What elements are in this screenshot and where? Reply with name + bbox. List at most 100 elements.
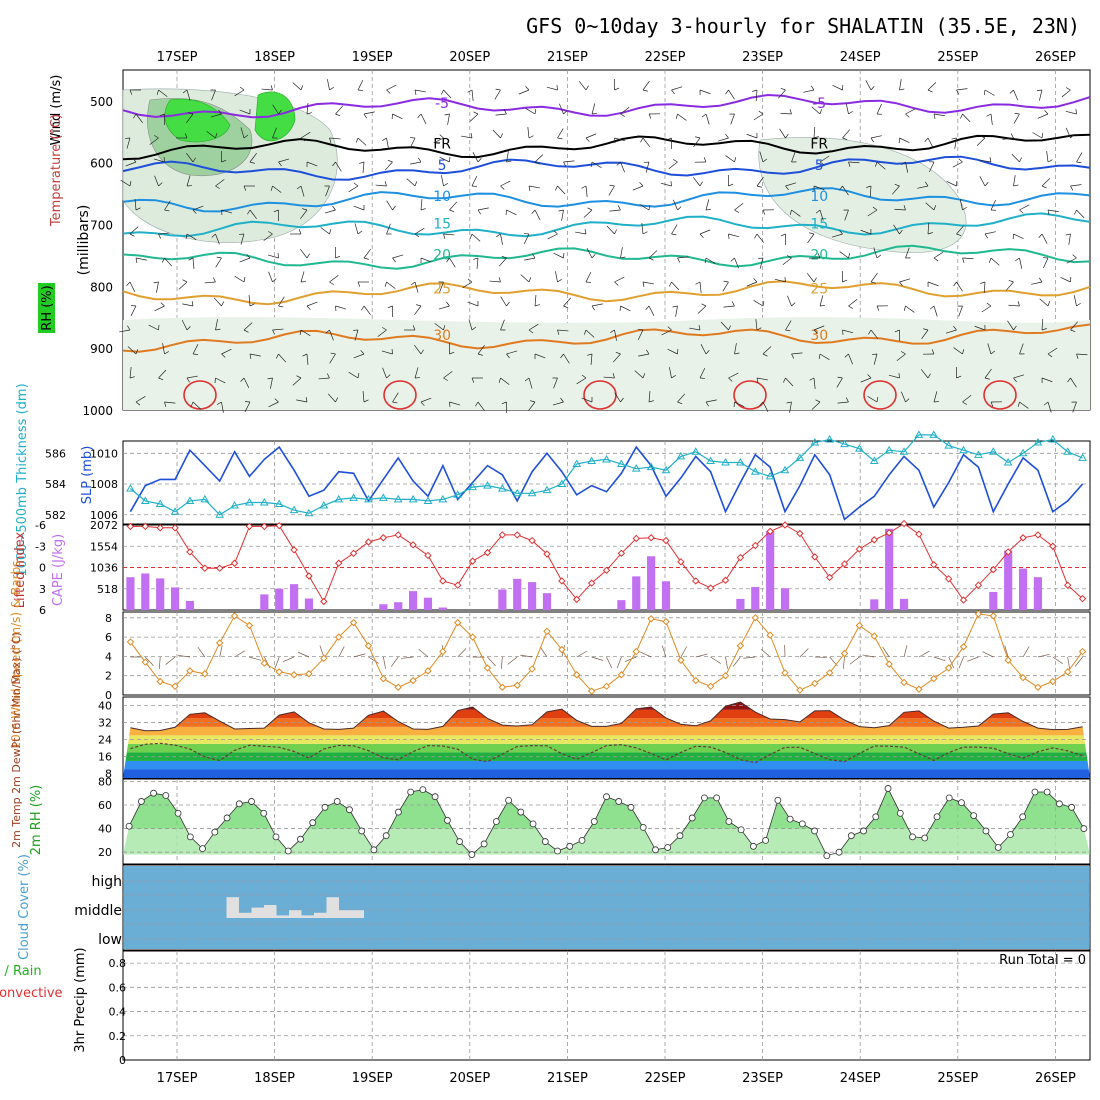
rh-point	[186, 833, 194, 841]
date-tick-bottom: 26SEP	[1035, 1071, 1076, 1086]
thickness-point	[483, 481, 492, 489]
thickness-point	[557, 479, 567, 488]
temp-tick: 16	[98, 751, 112, 764]
wind-barb	[134, 199, 137, 211]
wind-barb-flag	[899, 88, 905, 91]
wind-barb-flag	[420, 208, 426, 211]
wind-barb-flag	[780, 87, 786, 91]
wind-barb	[392, 113, 403, 120]
wind-barb-flag	[418, 157, 422, 163]
wind-barb	[443, 233, 455, 236]
wind-barb	[243, 377, 250, 389]
wind-barb	[520, 654, 533, 658]
wind-barb	[645, 161, 650, 173]
temp-contour-label: 25	[433, 282, 451, 298]
wind-barb	[920, 369, 929, 379]
wind-barb-flag	[815, 209, 821, 214]
wind-barb-flag	[587, 353, 593, 356]
wind-barb	[693, 137, 701, 148]
wind-barb	[844, 209, 849, 221]
wind-barb-flag	[563, 161, 567, 167]
thickness-point	[245, 497, 254, 506]
wind-tick: 0	[105, 689, 112, 702]
wind-barb-flag	[837, 376, 843, 379]
wind-barb	[563, 297, 572, 307]
wind-barb-flag	[477, 158, 482, 163]
cloud-bar	[301, 915, 314, 918]
wind-barb	[959, 199, 963, 211]
wind-barb-flag	[587, 207, 593, 211]
wind-barb-flag	[441, 89, 444, 95]
wind-barb-flag	[581, 374, 587, 379]
wind-barb-flag	[273, 209, 279, 213]
wind-barb	[557, 185, 566, 195]
lifted-point	[275, 522, 283, 530]
wind-barb-flag	[133, 113, 137, 119]
wind-barb	[120, 179, 131, 187]
wind-barb	[353, 205, 365, 211]
wind-speed-point	[944, 664, 953, 672]
wind-barb	[705, 113, 710, 125]
wind-barb	[1072, 401, 1077, 413]
wind-speed-point	[781, 669, 789, 677]
thickness-panel	[122, 430, 1091, 525]
thickness-point	[497, 484, 507, 492]
wind-barb-flag	[899, 229, 903, 235]
wind-barb	[848, 298, 858, 307]
thickness-tick: 584	[45, 478, 66, 491]
wind-barb	[1073, 295, 1077, 307]
wind-barb-flag	[329, 281, 334, 285]
thickness-point	[393, 494, 403, 503]
wind-barb	[414, 281, 419, 293]
cloud-axis-label: Cloud Cover (%)	[17, 854, 32, 960]
wind-barb	[836, 377, 843, 388]
rh-point	[909, 833, 916, 841]
wind-barb-flag	[762, 301, 765, 307]
cape-bar	[170, 587, 180, 610]
wind-barb-flag	[300, 137, 306, 142]
wind-label: Wind (m/s)	[49, 75, 64, 146]
wind-speed-point	[840, 649, 849, 658]
thickness-point	[364, 494, 373, 503]
wind-barb	[869, 185, 872, 197]
wind-barb-flag	[616, 161, 621, 166]
rh-point	[517, 808, 525, 816]
wind-speed-point	[468, 633, 477, 641]
lifted-point	[439, 577, 447, 585]
wind-barb-flag	[135, 207, 141, 211]
lifted-point	[498, 531, 507, 539]
wind-speed-point	[454, 618, 462, 627]
wind-barb-flag	[585, 137, 590, 142]
date-tick-top: 25SEP	[937, 50, 978, 65]
wind-barb-flag	[639, 182, 644, 187]
wind-barb	[848, 161, 860, 164]
wind-barb	[320, 227, 330, 235]
wind-barb	[1047, 209, 1059, 213]
wind-barb	[837, 401, 849, 404]
wind-barb	[386, 200, 393, 211]
lifted-point	[989, 565, 998, 574]
wind-barb-flag	[1070, 185, 1074, 191]
wind-barb	[921, 329, 929, 340]
wind-barb-flag	[306, 305, 311, 310]
rh-point	[774, 796, 782, 804]
wind-barb	[449, 257, 456, 268]
wind-barb	[500, 377, 510, 385]
wind-barb-flag	[560, 353, 564, 359]
temp-contour	[122, 133, 1091, 161]
wind-barb	[420, 257, 432, 263]
wind-barb	[362, 391, 365, 403]
wind-barb	[1037, 113, 1049, 119]
thickness-point	[349, 493, 358, 501]
wind-barb-flag	[278, 109, 282, 115]
thickness-point	[855, 444, 864, 452]
wind-barb	[500, 656, 503, 669]
wind-barb	[1019, 343, 1024, 355]
rh-legend-swatch	[38, 283, 55, 333]
wind-barb-flag	[584, 229, 587, 235]
temp-tick: 32	[98, 717, 112, 730]
temp-band	[123, 769, 1090, 778]
wind-barb	[127, 346, 137, 355]
precip-tick: 0.6	[109, 981, 127, 994]
wind-barb	[300, 271, 305, 283]
